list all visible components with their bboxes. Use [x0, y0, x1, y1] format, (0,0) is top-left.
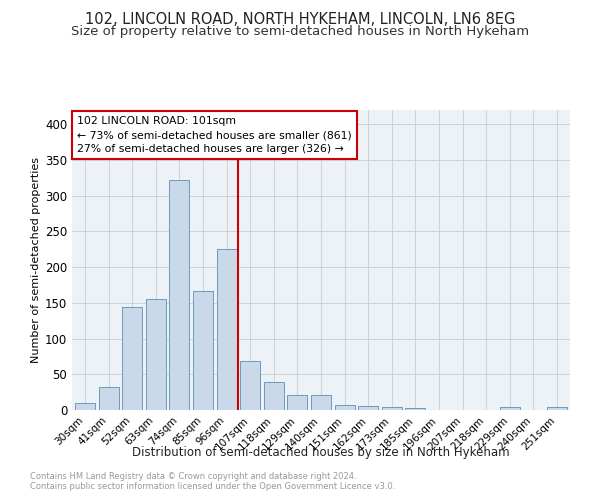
Text: Distribution of semi-detached houses by size in North Hykeham: Distribution of semi-detached houses by …	[132, 446, 510, 459]
Bar	[382, 407, 402, 410]
Bar	[311, 395, 331, 410]
Bar	[547, 407, 567, 410]
Bar	[287, 395, 307, 410]
Bar	[264, 382, 284, 410]
Bar	[122, 307, 142, 410]
Bar	[193, 290, 213, 410]
Text: 102, LINCOLN ROAD, NORTH HYKEHAM, LINCOLN, LN6 8EG: 102, LINCOLN ROAD, NORTH HYKEHAM, LINCOL…	[85, 12, 515, 28]
Bar	[358, 406, 378, 410]
Text: Size of property relative to semi-detached houses in North Hykeham: Size of property relative to semi-detach…	[71, 25, 529, 38]
Bar	[406, 408, 425, 410]
Bar	[75, 403, 95, 410]
Text: Contains public sector information licensed under the Open Government Licence v3: Contains public sector information licen…	[30, 482, 395, 491]
Y-axis label: Number of semi-detached properties: Number of semi-detached properties	[31, 157, 41, 363]
Text: 102 LINCOLN ROAD: 101sqm
← 73% of semi-detached houses are smaller (861)
27% of : 102 LINCOLN ROAD: 101sqm ← 73% of semi-d…	[77, 116, 352, 154]
Bar	[169, 180, 190, 410]
Text: Contains HM Land Registry data © Crown copyright and database right 2024.: Contains HM Land Registry data © Crown c…	[30, 472, 356, 481]
Bar	[146, 300, 166, 410]
Bar	[217, 250, 236, 410]
Bar	[500, 407, 520, 410]
Bar	[98, 387, 119, 410]
Bar	[240, 362, 260, 410]
Bar	[335, 405, 355, 410]
